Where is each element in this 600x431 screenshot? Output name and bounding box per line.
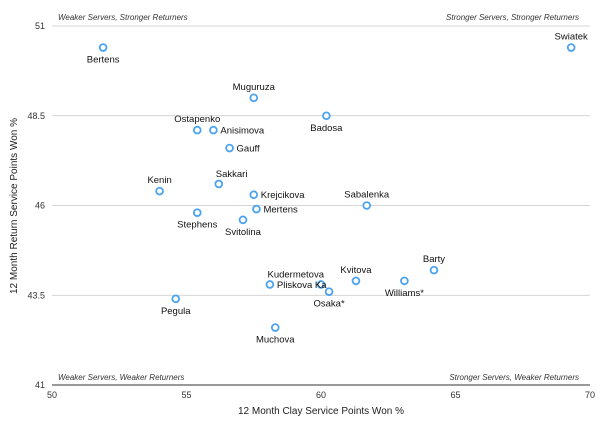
data-point-label: Barty	[423, 254, 445, 265]
data-point-label: Williams*	[385, 288, 424, 299]
gridlines	[52, 25, 590, 296]
data-point-label: Krejcikova	[261, 190, 306, 201]
data-point-marker	[351, 276, 361, 286]
x-tick-label: 55	[181, 390, 191, 400]
data-point-marker	[429, 265, 439, 275]
data-point-label: Pegula	[161, 306, 191, 317]
data-point-label: Kenin	[147, 175, 171, 186]
quadrant-label-top-right: Stronger Servers, Stronger Returners	[446, 13, 579, 22]
data-point-marker	[225, 143, 234, 153]
data-point-marker	[322, 111, 331, 121]
data-point-marker	[249, 93, 259, 103]
x-tick-label: 50	[47, 390, 57, 400]
data-point-marker	[192, 208, 202, 217]
quadrant-label-bottom-left: Weaker Servers, Weaker Returners	[58, 373, 184, 382]
data-point-label: Sakkari	[216, 169, 248, 180]
data-point-label: Muguruza	[233, 82, 276, 93]
data-point-marker	[316, 280, 326, 289]
data-point-label: Ostapenko	[174, 114, 220, 125]
data-point-label: Bertens	[87, 55, 120, 66]
data-point-marker	[270, 323, 280, 332]
x-tick-label: 65	[450, 390, 460, 400]
data-point-label: Badosa	[310, 123, 343, 134]
data-points: Bertens Swiatek Muguruza Badosa OstapenkoAni…	[87, 32, 588, 346]
data-point-marker	[155, 186, 164, 196]
quadrant-label-top-left: Weaker Servers, Stronger Returners	[58, 13, 188, 22]
x-tick-label: 70	[585, 390, 595, 400]
data-point-label: Kudermetova	[267, 269, 324, 280]
data-point-marker	[98, 43, 108, 52]
data-point-label: Pliskova Ka	[277, 280, 327, 291]
data-point-marker	[324, 287, 334, 296]
data-point-label: Swiatek	[555, 32, 589, 43]
y-tick-label: 43.5	[27, 290, 45, 300]
data-point-label: Stephens	[177, 220, 217, 231]
data-point-label: Gauff	[237, 144, 260, 155]
data-point-label: Kvitova	[340, 265, 372, 276]
x-tick-labels: 50 55 60 65 70	[47, 390, 595, 400]
y-axis-title: 12 Month Return Service Points Won %	[9, 118, 20, 294]
y-tick-label: 51	[35, 21, 45, 31]
data-point-label: Anisimova	[220, 126, 265, 137]
data-point-marker	[249, 190, 259, 200]
y-tick-label: 46	[35, 201, 45, 211]
data-point-label: Sabalenka	[344, 190, 390, 201]
y-tick-label: 41	[35, 380, 45, 390]
data-point-marker	[400, 276, 409, 286]
data-point-label: Osaka*	[313, 299, 344, 310]
x-tick-label: 60	[316, 390, 326, 400]
data-point-label: Svitolina	[225, 227, 262, 238]
data-point-marker	[252, 204, 261, 214]
data-point-marker	[171, 294, 181, 304]
data-point-marker	[362, 201, 372, 210]
data-point-marker	[209, 125, 218, 135]
data-point-marker	[566, 43, 576, 52]
data-point-marker	[214, 179, 224, 189]
data-point-label: Muchova	[256, 335, 295, 346]
y-tick-labels: 41 43.5 46 48.5 51	[27, 21, 45, 390]
y-tick-label: 48.5	[27, 111, 45, 121]
data-point-marker	[265, 280, 275, 289]
x-axis-title: 12 Month Clay Service Points Won %	[238, 406, 404, 417]
data-point-label: Mertens	[263, 205, 298, 216]
data-point-marker	[192, 125, 202, 135]
data-point-marker	[238, 215, 248, 225]
quadrant-label-bottom-right: Stronger Servers, Weaker Returners	[449, 373, 579, 382]
